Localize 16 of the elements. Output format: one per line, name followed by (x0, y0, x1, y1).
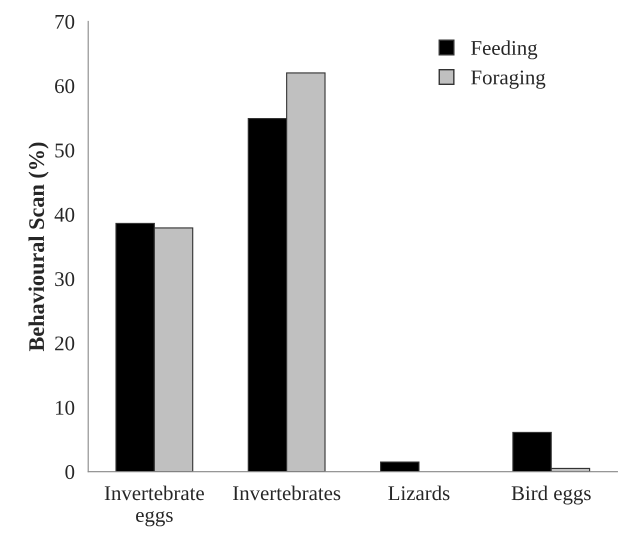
legend-label: Foraging (471, 70, 546, 89)
y-tick-label: 70 (56, 14, 74, 29)
x-tick-label: Lizards (388, 486, 450, 500)
y-tick-label: 60 (55, 79, 74, 94)
y-tick-label: 50 (55, 143, 74, 158)
x-tick-label: Invertebrate eggs (104, 486, 204, 526)
bar (380, 461, 420, 472)
y-tick-label: 20 (55, 336, 74, 350)
y-tick-label: 10 (56, 400, 74, 415)
y-axis-title: Behavioural Scan (%) (28, 142, 49, 352)
legend-label: Feeding (471, 40, 538, 60)
y-tick-label: 0 (65, 465, 74, 480)
y-tick-label: 30 (55, 272, 74, 286)
x-tick-label: Bird eggs (512, 486, 591, 505)
x-tick-label: Invertebrates (233, 486, 340, 500)
y-tick-label: 40 (54, 208, 74, 222)
